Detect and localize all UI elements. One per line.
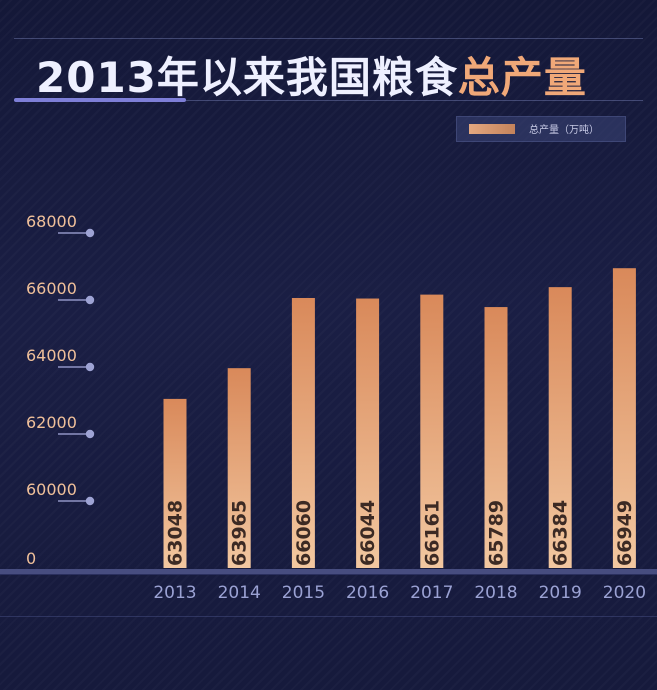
bar-2016 (356, 298, 380, 568)
y-tick-dot (85, 295, 95, 305)
x-tick-label: 2020 (603, 583, 646, 603)
bar-value-label: 63048 (165, 500, 187, 566)
bar-value-label: 66060 (293, 500, 315, 566)
x-tick-label: 2015 (282, 583, 325, 603)
bar-2013 (163, 398, 187, 568)
bar-2015 (291, 297, 315, 568)
x-axis-shadow (0, 574, 657, 575)
chart-title-main: 2013年以来我国粮食 (36, 53, 458, 102)
bar-2020 (612, 268, 636, 568)
bottom-rule (0, 616, 657, 617)
y-tick-dot (85, 362, 95, 372)
bar-2017 (420, 294, 444, 568)
legend-swatch (469, 124, 515, 134)
x-tick-label: 2018 (474, 583, 517, 603)
y-tick-label: 64000 (26, 346, 77, 365)
x-tick-label: 2019 (539, 583, 582, 603)
title-underline-accent (14, 98, 186, 102)
y-tick-label: 66000 (26, 279, 77, 298)
y-tick-label: 0 (26, 549, 36, 568)
bar-2019 (548, 287, 572, 568)
y-tick-label: 62000 (26, 413, 77, 432)
legend: 总产量（万吨） (456, 116, 626, 142)
bar-value-label: 66384 (550, 500, 572, 566)
bar-value-label: 66044 (357, 500, 379, 566)
y-tick-label: 60000 (26, 480, 77, 499)
bar-value-label: 65789 (486, 500, 508, 566)
bar-2018 (484, 307, 508, 568)
y-tick-dot (85, 429, 95, 439)
bar-value-label: 63965 (229, 500, 251, 566)
bar-value-label: 66161 (421, 500, 443, 566)
x-tick-label: 2014 (218, 583, 261, 603)
x-tick-label: 2016 (346, 583, 389, 603)
bar-value-label: 66949 (614, 500, 636, 566)
title-rule-top (14, 38, 643, 39)
bar-2014 (227, 368, 251, 568)
chart-title: 2013年以来我国粮食总产量 (36, 44, 587, 105)
y-tick-label: 68000 (26, 212, 77, 231)
y-tick-dot (85, 496, 95, 506)
legend-label: 总产量（万吨） (529, 125, 599, 136)
title-block: 2013年以来我国粮食总产量 (0, 34, 657, 106)
title-rule-bottom (14, 100, 643, 101)
x-tick-label: 2013 (153, 583, 196, 603)
x-axis-baseline (0, 569, 657, 574)
y-tick-dot (85, 228, 95, 238)
x-tick-label: 2017 (410, 583, 453, 603)
chart-title-accent: 总产量 (457, 53, 587, 102)
